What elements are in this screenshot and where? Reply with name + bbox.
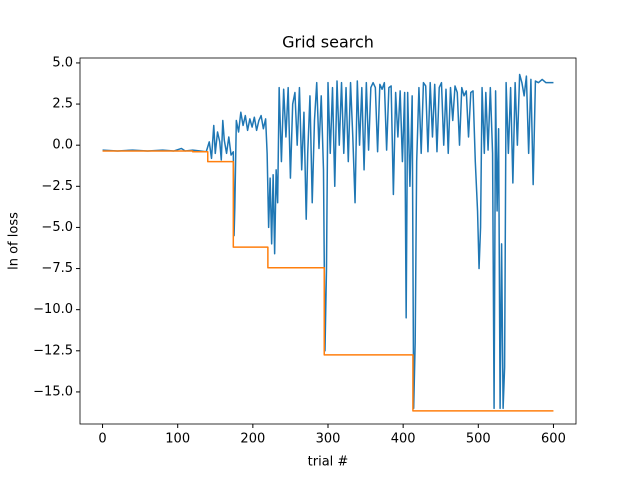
x-tick-label: 300 [316,432,341,447]
line [102,73,554,410]
y-tick-label: −15.0 [33,384,73,399]
y-tick-label: 2.5 [52,97,73,112]
x-tick-label: 500 [466,432,491,447]
chart-title: Grid search [282,33,374,52]
y-tick-label: −2.5 [41,179,73,194]
x-tick-label: 200 [240,432,265,447]
y-axis-label: ln of loss [7,212,22,270]
y-tick-label: −12.5 [33,343,73,358]
y-tick-label: 5.0 [52,55,73,70]
x-tick-label: 400 [391,432,416,447]
y-tick-label: 0.0 [52,138,73,153]
x-tick-label: 600 [541,432,566,447]
x-axis-label: trial # [308,455,349,470]
plot-frame [79,57,577,425]
y-tick-label: −7.5 [41,261,73,276]
y-tick-label: −10.0 [33,302,73,317]
x-tick-label: 0 [98,432,106,447]
x-tick-label: 100 [165,432,190,447]
y-tick-label: −5.0 [41,220,73,235]
line [102,150,554,412]
